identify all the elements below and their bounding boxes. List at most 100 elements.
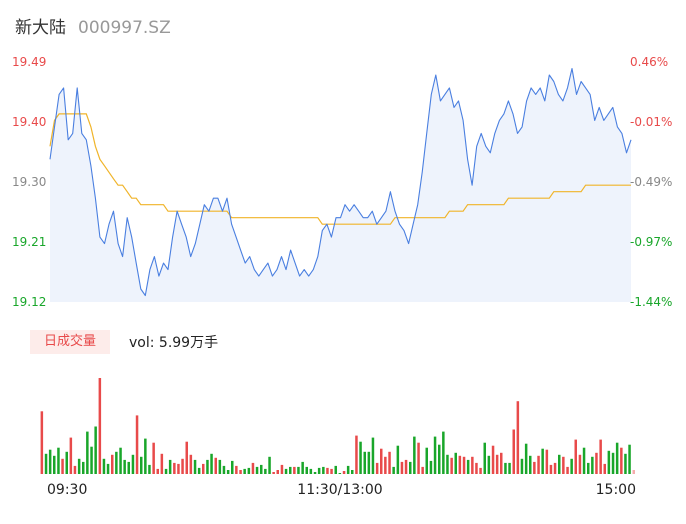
- volume-bar: [260, 464, 263, 474]
- volume-bar: [396, 445, 400, 474]
- volume-bar: [119, 447, 122, 474]
- volume-bar: [301, 461, 304, 474]
- volume-bar: [251, 462, 255, 474]
- volume-bar: [380, 448, 383, 474]
- volume-bar: [483, 442, 486, 474]
- volume-bar: [363, 451, 366, 474]
- volume-bar: [388, 451, 391, 474]
- volume-bar: [628, 444, 631, 474]
- volume-bar: [566, 466, 569, 474]
- volume-bar: [131, 454, 135, 474]
- volume-bar: [57, 447, 60, 474]
- volume-bar: [371, 437, 375, 474]
- volume-bar: [284, 468, 288, 474]
- y-axis-right-tick: -0.01%: [630, 115, 672, 129]
- volume-bar: [197, 467, 201, 474]
- y-axis-right-tick: -0.97%: [630, 235, 672, 249]
- volume-bar: [471, 456, 474, 474]
- volume-bar: [164, 468, 168, 474]
- volume-bar: [148, 464, 151, 474]
- volume-bar: [82, 461, 85, 474]
- volume-bar: [98, 378, 102, 474]
- stock-name: 新大陆: [15, 18, 66, 38]
- volume-bar: [53, 455, 56, 474]
- y-axis-right-tick: 0.46%: [630, 55, 668, 69]
- volume-bar: [495, 454, 499, 474]
- volume-bar: [268, 456, 271, 474]
- volume-bar: [297, 466, 300, 474]
- volume-bar: [77, 458, 81, 474]
- y-axis-left-tick: 19.12: [12, 295, 46, 309]
- volume-bar: [202, 463, 205, 474]
- volume-bar: [94, 426, 97, 474]
- volume-bar: [607, 450, 611, 474]
- volume-bar: [206, 459, 209, 474]
- volume-bar: [140, 456, 143, 474]
- volume-bar: [123, 459, 126, 474]
- volume-bar: [570, 458, 573, 474]
- volume-bar: [40, 411, 44, 474]
- volume-bar: [90, 446, 93, 474]
- x-axis-time-label: 09:30: [47, 482, 87, 498]
- volume-bar: [247, 467, 251, 474]
- volume-bar: [545, 449, 549, 474]
- volume-bar: [533, 461, 536, 474]
- x-axis-time-label: 15:00: [596, 482, 636, 498]
- y-axis-left-tick: 19.49: [12, 55, 46, 69]
- volume-bar: [487, 455, 491, 474]
- volume-bar: [582, 447, 586, 474]
- volume-bar: [61, 458, 64, 474]
- volume-bar: [127, 461, 130, 474]
- volume-bar: [624, 453, 627, 474]
- volume-bar: [235, 465, 238, 474]
- volume-bar: [152, 442, 155, 474]
- volume-bar: [218, 459, 222, 474]
- volume-bar: [330, 468, 333, 474]
- volume-bar: [65, 451, 68, 474]
- volume-bar: [500, 452, 503, 474]
- volume-bar: [276, 470, 279, 474]
- volume-bar: [293, 466, 296, 474]
- volume-bar: [326, 467, 329, 474]
- volume-bar: [562, 456, 565, 474]
- volume-readout: vol: 5.99万手: [129, 335, 219, 351]
- volume-bar: [549, 464, 553, 474]
- volume-bar: [44, 453, 48, 474]
- volume-bar: [429, 460, 433, 474]
- volume-bar: [454, 452, 457, 474]
- volume-bar: [438, 444, 441, 474]
- volume-bar: [578, 454, 582, 474]
- volume-bar: [446, 454, 449, 474]
- volume-bar: [334, 465, 337, 474]
- volume-bar: [479, 467, 482, 474]
- volume-bar: [86, 431, 89, 474]
- y-axis-left-tick: 19.21: [12, 235, 46, 249]
- volume-bar: [599, 439, 602, 474]
- volume-bar: [322, 466, 325, 474]
- y-axis-left-tick: 19.30: [12, 175, 46, 189]
- volume-bar: [632, 470, 635, 474]
- volume-bar: [541, 448, 544, 474]
- volume-bar: [193, 459, 197, 474]
- volume-bar: [508, 462, 511, 474]
- volume-bar: [400, 461, 404, 474]
- volume-bar: [231, 460, 234, 474]
- volume-tab[interactable]: 日成交量: [30, 330, 110, 354]
- volume-bar: [264, 468, 267, 474]
- volume-bar: [309, 468, 313, 474]
- volume-bar: [243, 468, 246, 474]
- volume-bar: [239, 470, 242, 474]
- volume-bar: [280, 464, 284, 474]
- volume-bar: [458, 455, 462, 474]
- volume-bar: [413, 436, 416, 474]
- volume-bar: [520, 458, 524, 474]
- volume-bar: [135, 415, 139, 474]
- price-area-fill: [50, 68, 631, 302]
- volume-bar: [595, 452, 598, 474]
- volume-bar: [181, 458, 184, 474]
- volume-bar: [442, 431, 445, 474]
- volume-bar: [462, 456, 466, 474]
- volume-bar: [102, 458, 106, 474]
- volume-bar: [404, 459, 408, 474]
- volume-bar: [255, 466, 259, 474]
